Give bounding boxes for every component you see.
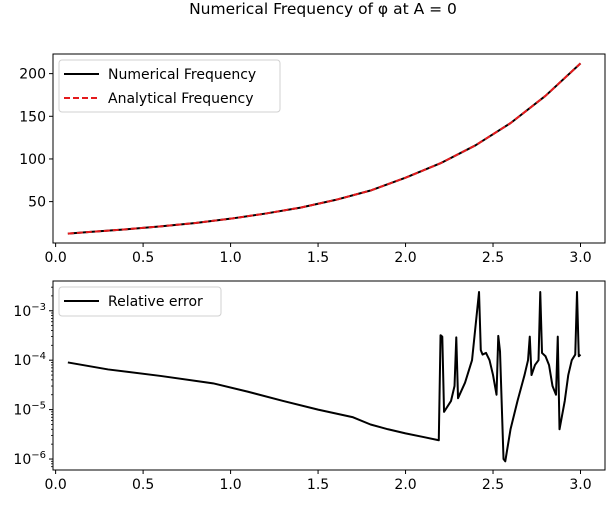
top-x-tick-label: 0.0 [44, 250, 66, 266]
bottom-y-tick-label: 10−4 [13, 351, 46, 369]
top-axes-frame [52, 53, 606, 244]
top-y-tick-label: 100 [19, 152, 46, 168]
bottom-y-tick-label: 10−5 [13, 401, 46, 419]
top-ticks: 0.0 0.5 1.0 1.5 2.0 2.5 3.0 50 100 150 200 [19, 67, 591, 266]
legend-label-relative-error: Relative error [108, 294, 203, 310]
top-x-tick-label: 2.5 [482, 250, 504, 266]
bottom-x-tick-label: 1.0 [219, 477, 241, 493]
bottom-x-tick-label: 0.5 [132, 477, 154, 493]
series-line-relative-error [67, 290, 582, 463]
series-line-analytical-frequency [67, 62, 582, 235]
bottom-ticks: 0.0 0.5 1.0 1.5 2.0 2.5 3.0 10−6 10−5 10−4 10−3 [13, 286, 592, 493]
top-y-tick-label: 50 [28, 195, 46, 211]
bottom-x-tick-label: 0.0 [44, 477, 66, 493]
bottom-x-tick-label: 1.5 [307, 477, 329, 493]
bottom-y-tick-label: 10−3 [13, 302, 46, 320]
top-legend-box [58, 59, 281, 113]
top-x-tick-label: 0.5 [132, 250, 154, 266]
bottom-series-layer [67, 290, 582, 463]
bottom-x-tick-label: 2.5 [482, 477, 504, 493]
bottom-axes-frame [52, 280, 606, 471]
legend-label-numerical: Numerical Frequency [108, 67, 256, 83]
bottom-x-tick-label: 3.0 [569, 477, 591, 493]
bottom-legend-box [58, 286, 222, 317]
bottom-x-tick-label: 2.0 [394, 477, 416, 493]
bottom-legend: Relative error [58, 286, 222, 317]
top-axes: 0.0 0.5 1.0 1.5 2.0 2.5 3.0 50 100 150 200 Numeric… [19, 53, 606, 266]
top-x-tick-label: 2.0 [394, 250, 416, 266]
top-y-tick-label: 200 [19, 67, 46, 83]
figure-title: Numerical Frequency of φ at A = 0 [189, 0, 457, 18]
legend-label-analytical: Analytical Frequency [108, 91, 254, 107]
top-x-tick-label: 1.0 [219, 250, 241, 266]
bottom-y-tick-label: 10−6 [13, 450, 46, 468]
bottom-axes: 0.0 0.5 1.0 1.5 2.0 2.5 3.0 10−6 10−5 10−4 10−3 Re… [13, 280, 606, 493]
top-x-tick-label: 3.0 [569, 250, 591, 266]
top-series-layer [67, 62, 582, 235]
top-y-tick-label: 150 [19, 109, 46, 125]
top-x-tick-label: 1.5 [307, 250, 329, 266]
top-legend: Numerical Frequency Analytical Frequency [58, 59, 281, 113]
